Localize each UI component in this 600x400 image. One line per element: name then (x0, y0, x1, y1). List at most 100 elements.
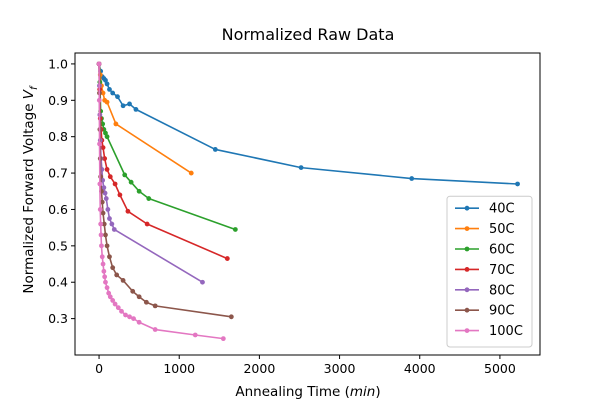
data-point (100, 261, 106, 267)
data-point (111, 227, 117, 232)
data-point (224, 256, 230, 261)
data-point (232, 227, 238, 232)
data-point (136, 319, 142, 325)
legend-marker (464, 307, 470, 313)
data-point (99, 243, 104, 249)
data-point (104, 285, 110, 291)
legend-item: 90C (455, 304, 515, 319)
data-point (101, 268, 107, 274)
legend-marker (464, 287, 470, 293)
data-point (112, 301, 118, 307)
data-point (97, 181, 103, 187)
data-point (127, 314, 132, 320)
data-point (228, 314, 234, 320)
legend-label: 100C (489, 324, 523, 339)
legend-marker (464, 205, 470, 211)
data-point (515, 181, 520, 187)
y-axis: 0.3 0.4 0.5 0.6 0.7 0.8 0.9 1.0 (48, 56, 75, 326)
data-point (125, 208, 131, 214)
x-tick-label: 1000 (163, 361, 195, 376)
y-tick-label: 0.6 (48, 202, 68, 217)
data-point (97, 207, 103, 212)
x-tick-label: 2000 (243, 361, 275, 376)
data-point (146, 196, 152, 201)
data-point (101, 221, 107, 227)
y-axis-label-symbol: V (21, 88, 37, 99)
legend-marker (464, 246, 470, 252)
data-point (143, 299, 149, 305)
data-point (100, 210, 106, 216)
y-tick-label: 0.9 (48, 93, 68, 108)
data-point (128, 179, 134, 185)
data-point (112, 181, 118, 187)
data-point (152, 303, 158, 309)
data-point (298, 165, 304, 171)
data-point (97, 141, 102, 147)
data-point (119, 308, 124, 314)
data-point (136, 294, 142, 300)
y-tick-label: 0.4 (48, 275, 68, 290)
chart-title: Normalized Raw Data (222, 25, 395, 44)
data-point (103, 77, 108, 83)
data-point (102, 156, 108, 161)
data-point (99, 199, 105, 205)
legend-item: 40C (455, 202, 515, 217)
data-point (96, 61, 102, 67)
legend-marker (464, 267, 470, 272)
data-point (98, 174, 104, 180)
legend-label: 80C (489, 283, 515, 298)
data-point (100, 145, 106, 151)
x-axis-label: Annealing Time (min) (235, 384, 380, 400)
data-point (107, 254, 112, 260)
data-point (127, 101, 132, 107)
axes-frame (74, 52, 541, 356)
data-point (102, 190, 108, 196)
x-axis-label-close: ) (375, 384, 380, 400)
data-point (130, 288, 136, 294)
data-point (220, 336, 226, 342)
data-point (122, 172, 128, 178)
data-point (104, 243, 110, 249)
x-tick-label: 5000 (484, 361, 516, 376)
y-tick-label: 0.7 (48, 166, 68, 181)
y-tick-label: 1.0 (48, 56, 68, 71)
data-point (120, 103, 126, 109)
data-point (104, 134, 110, 140)
data-point (104, 167, 110, 172)
legend-item: 70C (455, 263, 515, 278)
data-point (131, 316, 136, 322)
y-tick-label: 0.5 (48, 238, 68, 253)
x-tick-label: 0 (95, 361, 103, 376)
y-axis-label: Normalized Forward Voltage Vf (21, 85, 40, 294)
data-point (115, 94, 120, 100)
data-point (107, 216, 112, 221)
data-point (192, 332, 198, 338)
x-axis-label-text: Annealing Time ( (235, 384, 349, 400)
data-point (115, 305, 121, 311)
data-point (212, 147, 218, 152)
y-tick-label: 0.8 (48, 129, 68, 144)
y-axis-label-subscript: f (29, 85, 40, 90)
data-point (110, 265, 116, 271)
data-point (99, 254, 105, 260)
data-point (103, 232, 108, 238)
data-point (113, 121, 119, 127)
legend-item: 80C (455, 283, 515, 298)
legend-item: 60C (455, 243, 515, 258)
legend: 40C 50C 60C 70C 80C 90C 100C (446, 195, 533, 348)
legend-label: 70C (489, 263, 515, 278)
legend-label: 40C (489, 202, 515, 217)
legend-item: 50C (455, 222, 515, 237)
legend-label: 90C (489, 304, 515, 319)
data-point (123, 312, 128, 318)
data-point (107, 174, 113, 180)
legend-label: 50C (489, 222, 515, 237)
x-axis-label-unit: min (350, 384, 375, 400)
data-point (200, 279, 205, 285)
data-point (114, 272, 120, 278)
y-axis-label-text: Normalized Forward Voltage (21, 99, 37, 293)
data-point (133, 106, 139, 112)
data-point (98, 232, 104, 238)
x-tick-label: 3000 (324, 361, 356, 376)
